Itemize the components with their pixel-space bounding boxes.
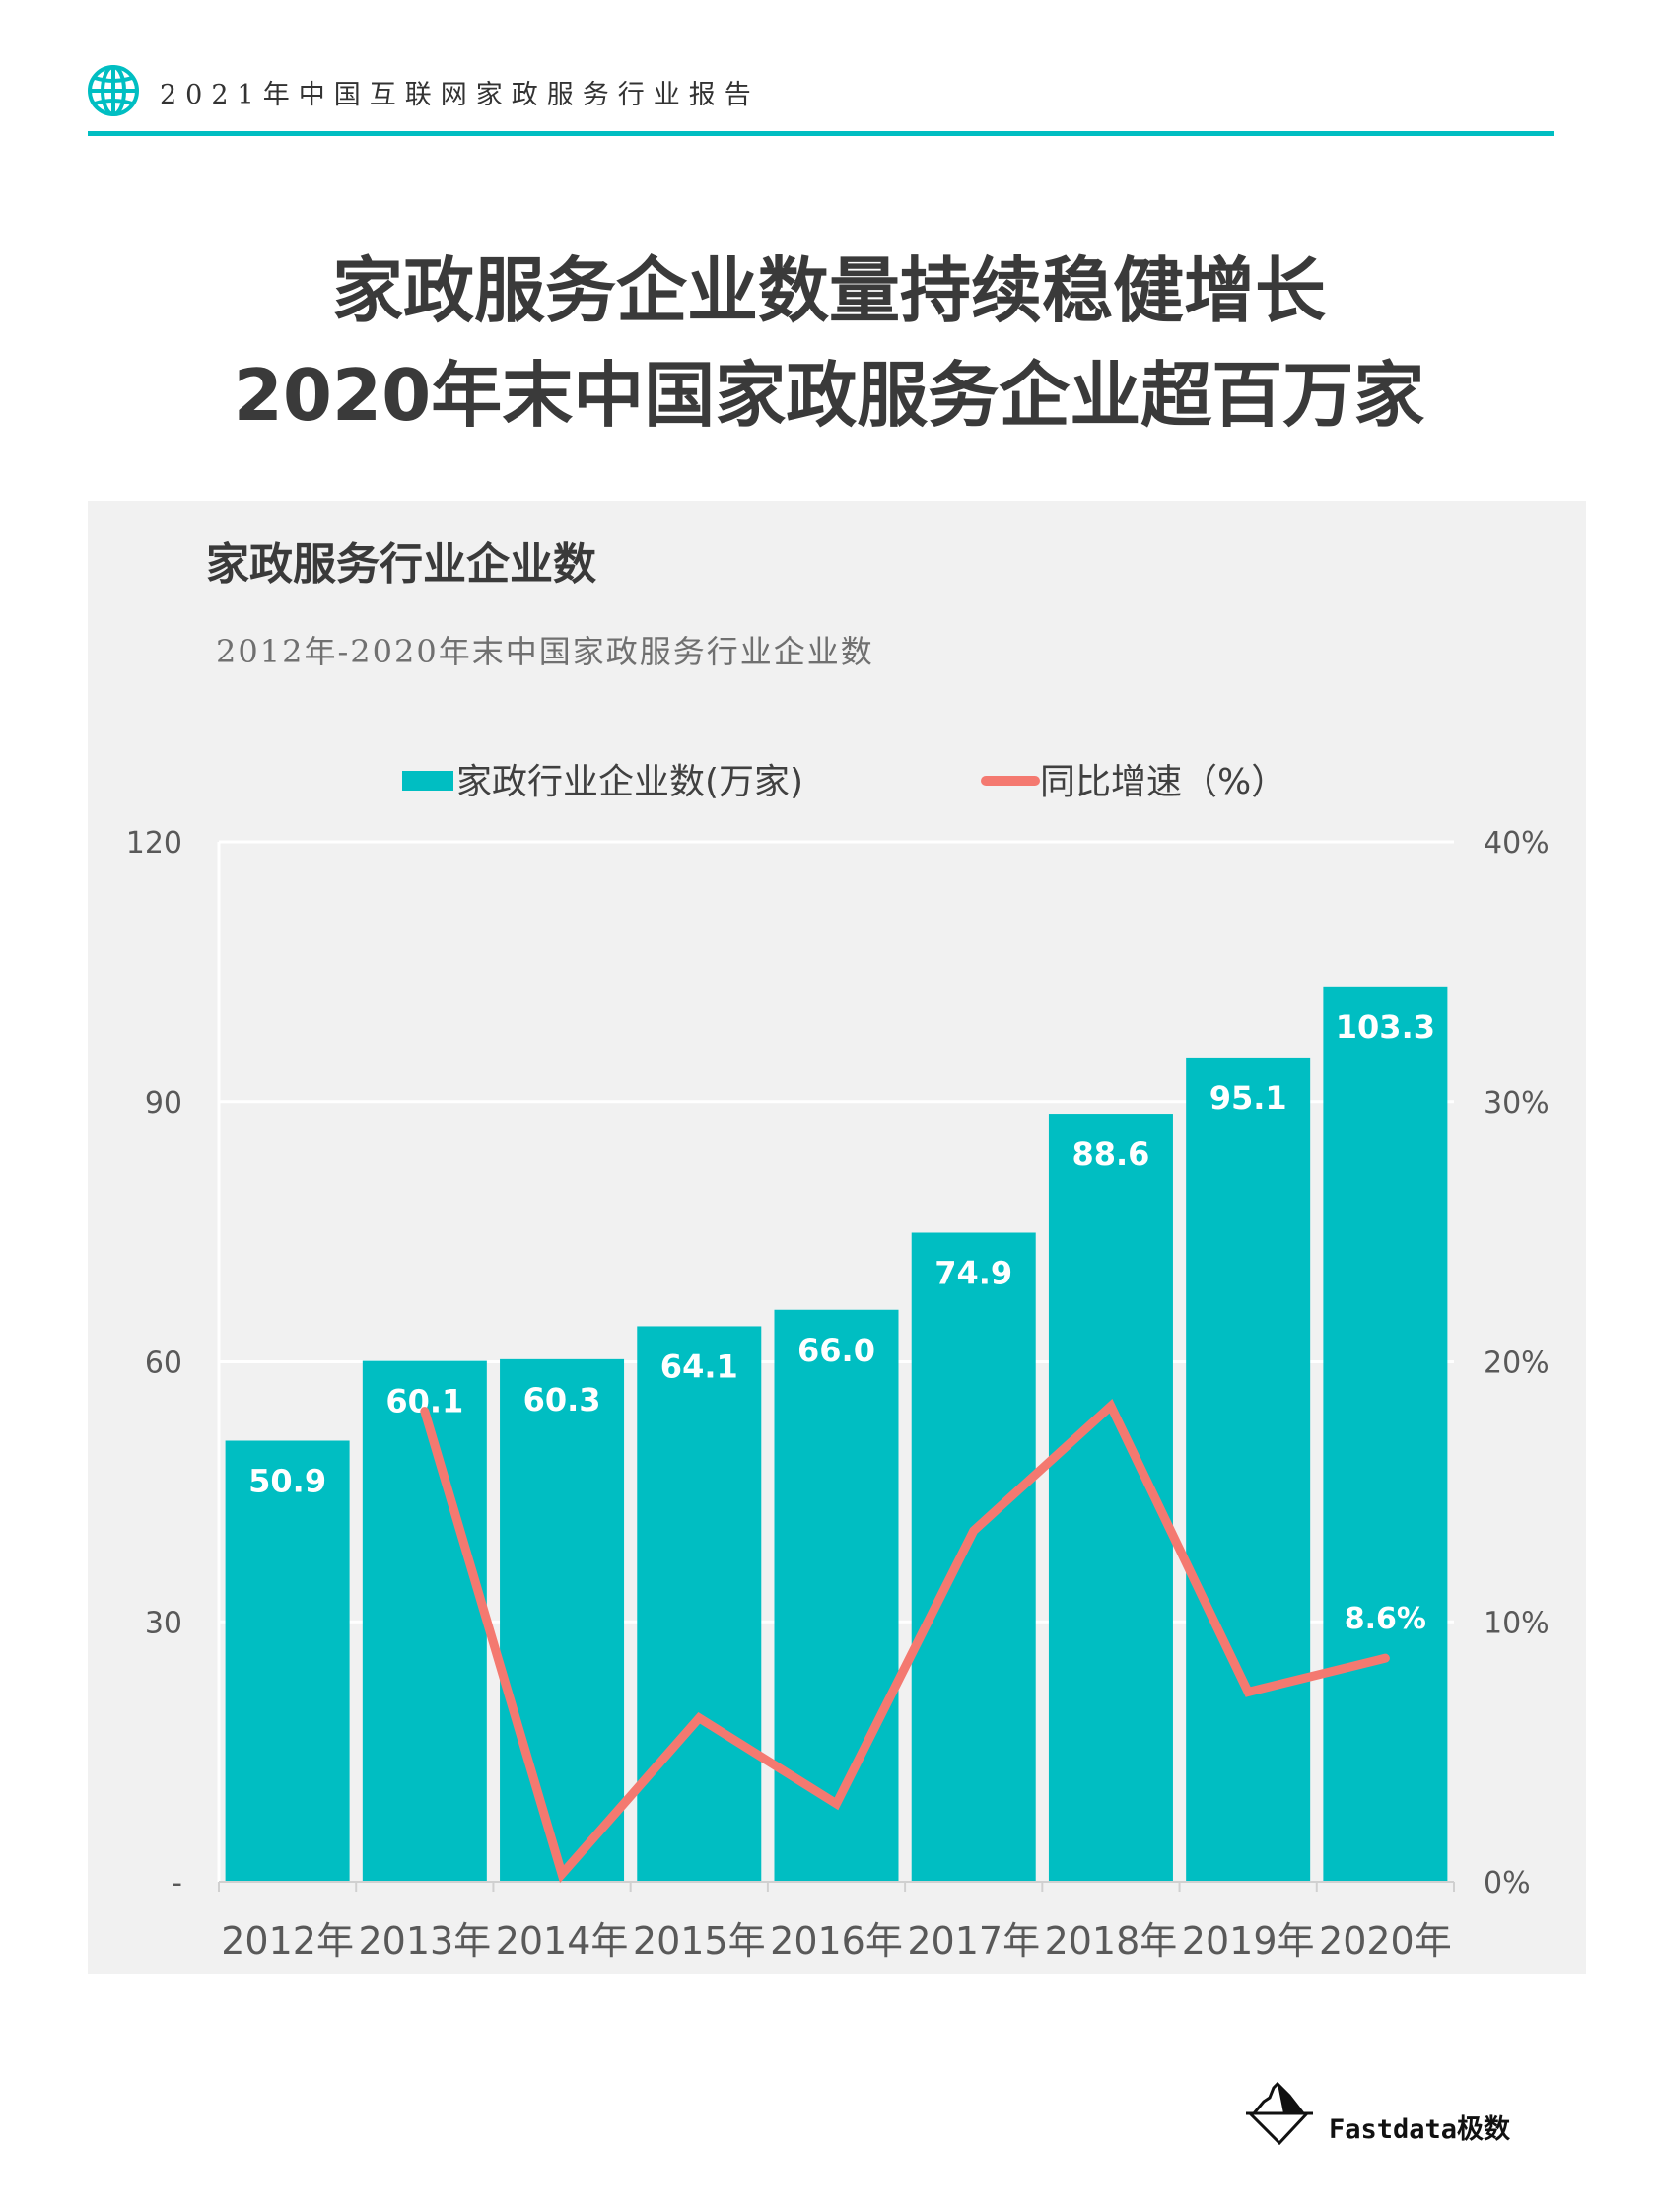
growth-rate-point (698, 1716, 701, 1719)
right-axis-tick: 40% (1484, 826, 1550, 861)
bar-data-label: 64.1 (660, 1348, 738, 1385)
right-axis-tick: 0% (1484, 1866, 1531, 1901)
fastdata-logo-icon (1246, 2082, 1313, 2145)
x-axis-label: 2019年 (1182, 1919, 1315, 1963)
bar-data-label: 88.6 (1071, 1136, 1149, 1173)
growth-rate-point (561, 1873, 564, 1876)
growth-rate-point (423, 1410, 426, 1413)
growth-rate-point (1384, 1657, 1387, 1660)
bar-data-label: 95.1 (1209, 1079, 1287, 1117)
x-axis-label: 2017年 (907, 1919, 1040, 1963)
left-axis-tick: 30 (145, 1606, 182, 1640)
growth-rate-point (1109, 1405, 1112, 1408)
x-axis-label: 2013年 (358, 1919, 491, 1963)
report-header-title: 2021年中国互联网家政服务行业报告 (160, 80, 760, 110)
chart-subtitle: 2012年-2020年末中国家政服务行业企业数 (216, 633, 874, 670)
x-axis-label: 2018年 (1045, 1919, 1178, 1963)
page-title-line1: 家政服务企业数量持续稳健增长 (331, 249, 1326, 332)
growth-rate-point (835, 1802, 838, 1805)
bar (774, 1309, 899, 1882)
growth-rate-point (972, 1529, 975, 1532)
legend-bar-label: 家政行业企业数(万家) (456, 762, 803, 802)
growth-rate-point (1247, 1691, 1250, 1694)
x-axis-label: 2020年 (1319, 1919, 1452, 1963)
growth-rate-line (420, 1398, 1390, 1884)
bar-data-label: 50.9 (248, 1463, 326, 1500)
bar (225, 1440, 350, 1882)
header-divider (88, 131, 1554, 136)
bar-data-label: 74.9 (934, 1255, 1012, 1292)
left-axis-tick: 120 (126, 826, 182, 861)
bar-data-label: 60.3 (523, 1381, 601, 1418)
globe-icon (88, 65, 139, 116)
right-axis-tick: 10% (1484, 1606, 1550, 1640)
left-axis-tick: 90 (145, 1086, 182, 1121)
bar (911, 1232, 1036, 1882)
bar (637, 1326, 762, 1882)
bar-data-label: 103.3 (1336, 1008, 1435, 1046)
fastdata-logo-text: Fastdata极数 (1329, 2114, 1511, 2145)
bar (500, 1358, 625, 1882)
right-axis-tick: 20% (1484, 1347, 1550, 1381)
x-axis-label: 2014年 (496, 1919, 629, 1963)
line-data-label: 8.6% (1345, 1602, 1426, 1636)
legend-bar-swatch (402, 771, 453, 791)
x-axis-label: 2016年 (770, 1919, 903, 1963)
x-axis-label: 2015年 (633, 1919, 766, 1963)
x-axis-label: 2012年 (221, 1919, 354, 1963)
left-axis-tick: 60 (145, 1347, 182, 1381)
legend-line-label: 同比增速（%） (1040, 762, 1286, 802)
bar (1323, 986, 1448, 1882)
chart-title: 家政服务行业企业数 (206, 539, 596, 589)
page-title-line2: 2020年末中国家政服务企业超百万家 (233, 354, 1425, 437)
bar-data-label: 66.0 (797, 1332, 875, 1369)
left-axis-tick: - (172, 1866, 182, 1901)
bar (1186, 1057, 1311, 1882)
right-axis-tick: 30% (1484, 1086, 1550, 1121)
bar (362, 1360, 487, 1882)
